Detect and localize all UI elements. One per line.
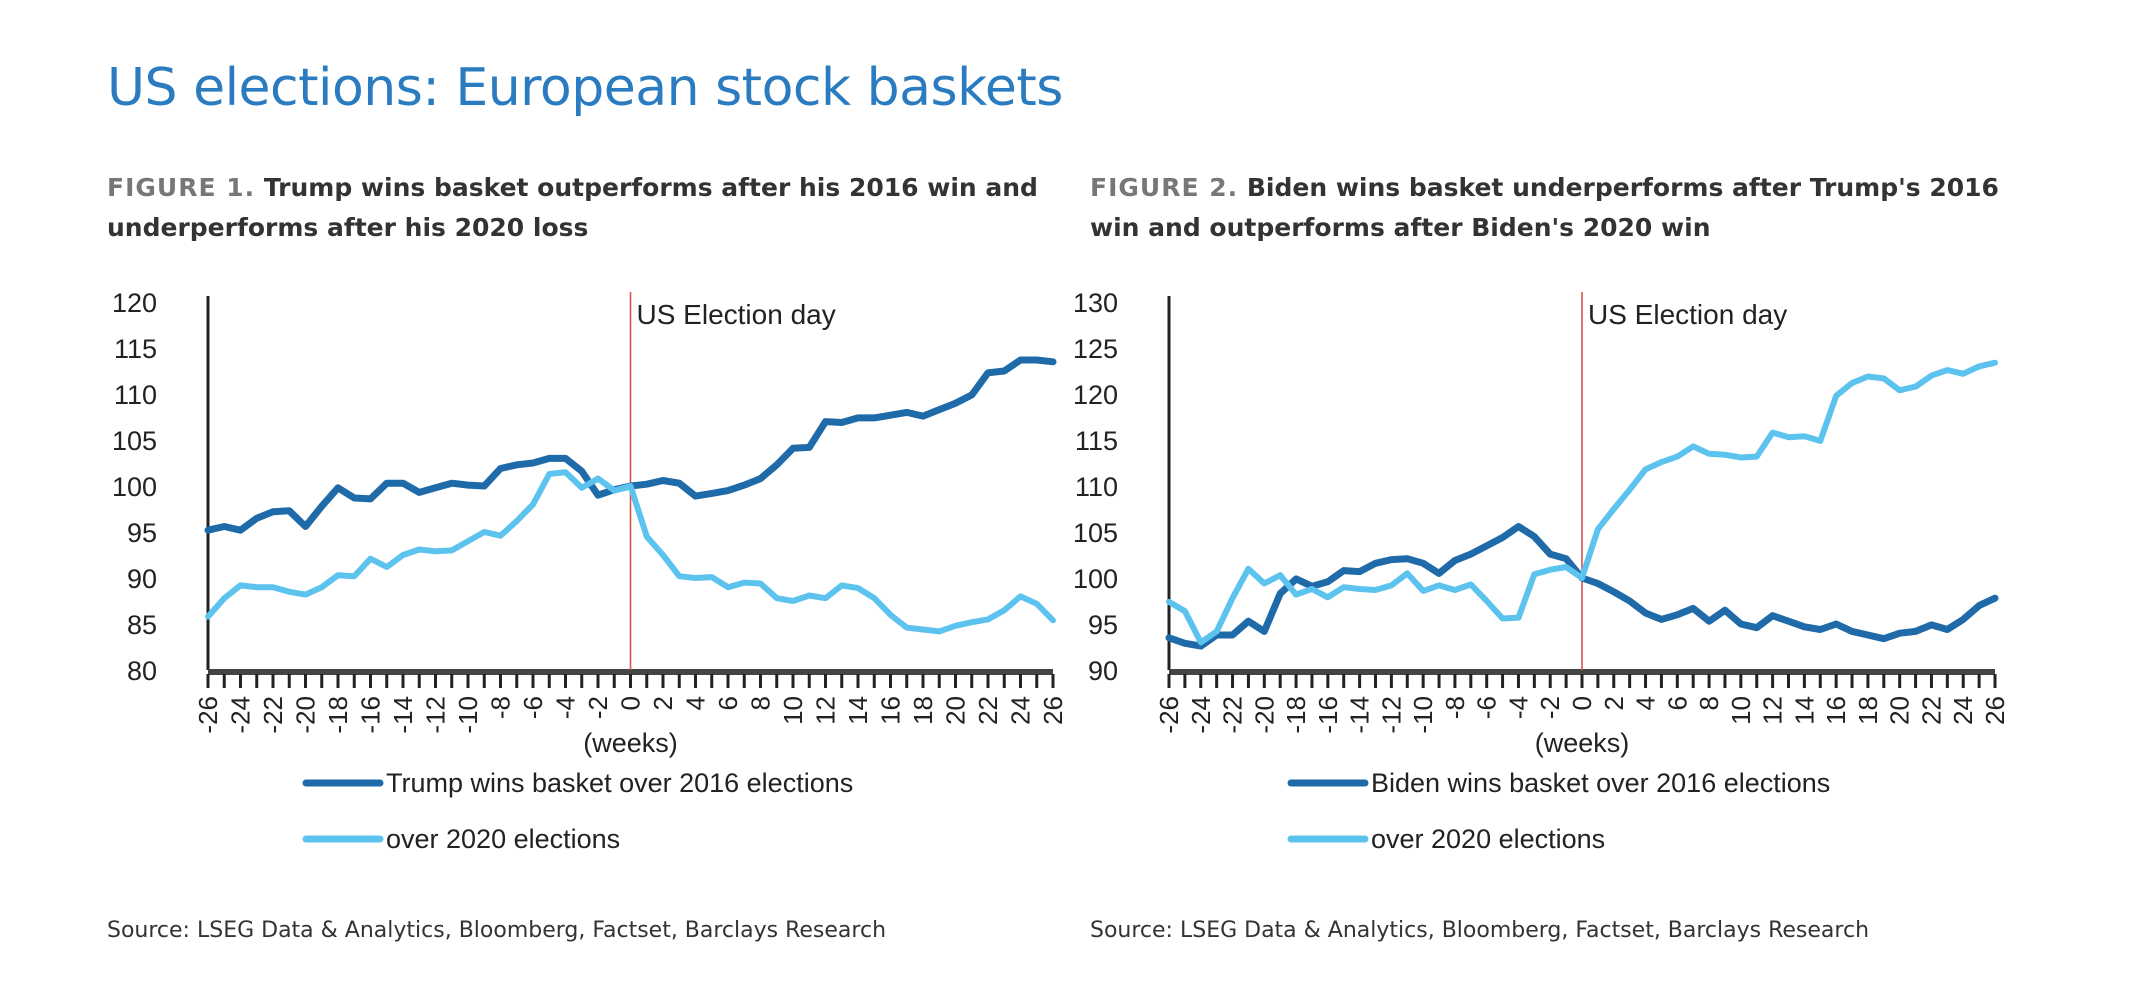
x-axis-label: (weeks) [583,728,678,758]
y-tick-label: 90 [1088,656,1118,686]
x-tick-label: 6 [713,696,743,710]
x-tick-label: 8 [746,696,776,710]
figure-2-source: Source: LSEG Data & Analytics, Bloomberg… [1090,918,1870,943]
y-tick-label: 105 [1073,518,1118,548]
x-tick-label: 20 [1885,696,1915,725]
x-tick-label: -16 [1313,696,1343,734]
x-tick-label: 0 [1567,696,1597,710]
legend-label: over 2020 elections [386,824,620,854]
x-tick-label: 24 [1948,696,1978,725]
x-tick-label: 26 [1980,696,2010,725]
x-tick-label: 12 [811,696,841,725]
x-tick-label: -12 [1376,696,1406,734]
legend-label: Trump wins basket over 2016 elections [386,768,853,798]
x-tick-label: -24 [226,696,256,734]
y-tick-label: 90 [127,564,157,594]
x-tick-label: -14 [388,696,418,734]
x-tick-label: 4 [681,696,711,710]
figure-2-label: FIGURE 2. [1090,173,1239,202]
x-tick-label: 14 [843,696,873,725]
y-tick-label: 115 [114,334,157,364]
x-tick-label: 14 [1789,696,1819,725]
x-tick-label: -14 [1345,696,1375,734]
x-tick-label: -16 [356,696,386,734]
x-tick-label: -2 [1535,696,1565,719]
x-tick-label: 8 [1694,696,1724,710]
y-tick-label: 110 [114,380,157,410]
x-tick-label: -20 [291,696,321,734]
x-tick-label: 18 [1853,696,1883,725]
legend-label: Biden wins basket over 2016 elections [1371,768,1830,798]
x-tick-label: 6 [1662,696,1692,710]
y-tick-label: 100 [1073,564,1118,594]
y-tick-label: 95 [1088,610,1118,640]
x-tick-label: -8 [1440,696,1470,719]
y-tick-label: 120 [1073,380,1118,410]
figure-1-heading: FIGURE 1. Trump wins basket outperforms … [107,168,1067,248]
x-tick-label: 0 [616,696,646,710]
x-tick-label: -18 [1281,696,1311,734]
x-tick-label: 26 [1038,696,1068,725]
x-tick-label: -24 [1186,696,1216,734]
y-tick-label: 130 [1073,288,1118,318]
x-tick-label: -4 [1503,696,1533,719]
x-tick-label: -6 [1472,696,1502,719]
x-tick-label: 20 [941,696,971,725]
x-tick-label: -22 [258,696,288,734]
x-tick-label: -26 [193,696,223,734]
x-tick-label: -18 [323,696,353,734]
election-day-annotation: US Election day [1588,299,1787,330]
x-tick-label: -20 [1249,696,1279,734]
x-tick-label: -4 [551,696,581,719]
legend-label: over 2020 elections [1371,824,1605,854]
figure-2-title: Biden wins basket underperforms after Tr… [1090,173,1999,242]
y-tick-label: 125 [1073,334,1118,364]
x-tick-label: 12 [1758,696,1788,725]
x-tick-label: 18 [908,696,938,725]
x-tick-label: 16 [876,696,906,725]
figure-1-label: FIGURE 1. [107,173,256,202]
y-tick-label: 100 [112,472,157,502]
x-tick-label: -26 [1154,696,1184,734]
x-tick-label: 22 [973,696,1003,725]
figure-1-source: Source: LSEG Data & Analytics, Bloomberg… [107,918,887,943]
x-tick-label: 10 [1726,696,1756,725]
series-line-2020 [205,469,1056,635]
y-tick-label: 85 [127,610,157,640]
y-tick-label: 115 [1075,426,1118,456]
x-tick-label: -8 [486,696,516,719]
y-tick-label: 80 [127,656,157,686]
x-tick-label: -2 [583,696,613,719]
x-tick-label: -6 [518,696,548,719]
x-tick-label: 24 [1006,696,1036,725]
x-tick-label: 2 [1599,696,1629,710]
x-tick-label: 4 [1631,696,1661,710]
y-tick-label: 120 [112,288,157,318]
figure-2-heading: FIGURE 2. Biden wins basket underperform… [1090,168,2050,248]
x-tick-label: -22 [1218,696,1248,734]
x-tick-label: 10 [778,696,808,725]
series-line-2020 [1166,359,1998,646]
x-tick-label: -10 [1408,696,1438,734]
y-tick-label: 110 [1075,472,1118,502]
x-tick-label: -12 [421,696,451,734]
x-tick-label: 16 [1821,696,1851,725]
x-axis-label: (weeks) [1535,728,1630,758]
x-tick-label: 2 [648,696,678,710]
election-day-annotation: US Election day [637,299,836,330]
y-tick-label: 95 [127,518,157,548]
x-tick-label: 22 [1916,696,1946,725]
page-title: US elections: European stock baskets [107,58,1063,118]
x-tick-label: -10 [453,696,483,734]
figure-1-title: Trump wins basket outperforms after his … [107,173,1038,242]
y-tick-label: 105 [112,426,157,456]
